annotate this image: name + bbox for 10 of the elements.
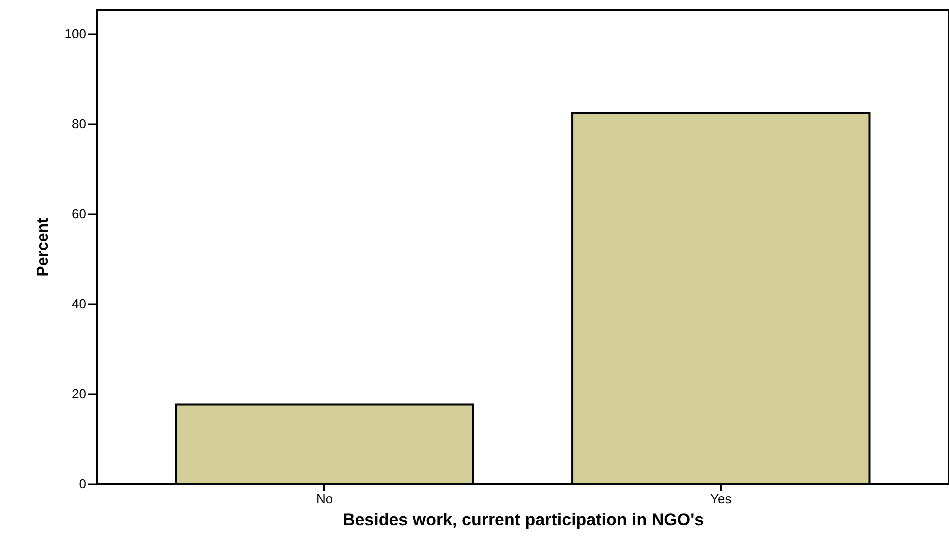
y-axis-title: Percent <box>34 217 52 277</box>
y-tick-label: 20 <box>72 386 86 402</box>
x-tick-label: No <box>316 492 334 506</box>
y-tick-label: 0 <box>79 476 86 492</box>
y-tick-label: 100 <box>64 26 86 42</box>
x-axis-title: Besides work, current participation in NGO's <box>342 510 704 530</box>
y-tick-label: 40 <box>72 296 86 312</box>
y-tick-label: 60 <box>72 206 86 222</box>
x-tick-label: Yes <box>710 492 732 506</box>
y-tick-label: 80 <box>72 116 86 132</box>
